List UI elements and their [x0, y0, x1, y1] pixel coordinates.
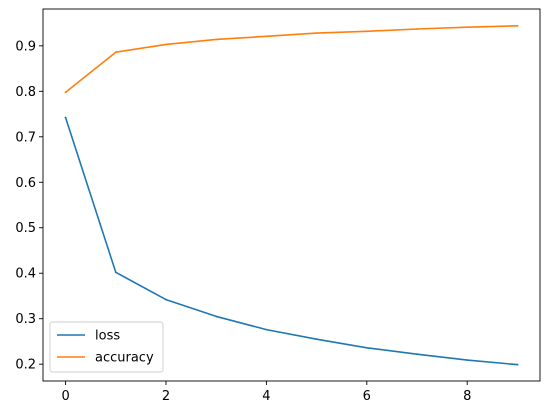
data-point-loss-4: [265, 328, 268, 331]
x-tick-label: 8: [463, 389, 471, 404]
y-tick-label: 0.2: [15, 358, 36, 373]
y-tick-label: 0.7: [15, 130, 36, 145]
plot-background: [43, 9, 540, 381]
x-tick-label: 4: [262, 389, 270, 404]
y-tick-label: 0.8: [15, 85, 36, 100]
data-point-accuracy-4: [265, 35, 268, 38]
series-line-accuracy: [64, 25, 519, 94]
data-point-loss-0: [64, 116, 67, 119]
data-point-accuracy-6: [365, 30, 368, 33]
data-point-accuracy-5: [315, 32, 318, 34]
series-group: [64, 24, 519, 366]
data-point-loss-2: [165, 298, 167, 301]
data-point-accuracy-8: [466, 26, 469, 29]
plot-area: [43, 9, 540, 381]
legend-label-accuracy: accuracy: [95, 351, 154, 366]
data-point-loss-1: [114, 271, 117, 274]
data-point-loss-3: [215, 315, 218, 318]
x-tick-label: 2: [162, 389, 170, 404]
data-point-accuracy-9: [516, 24, 519, 27]
data-point-loss-7: [416, 353, 418, 356]
data-point-accuracy-1: [114, 51, 117, 54]
data-point-loss-8: [466, 359, 469, 361]
y-tick-label: 0.6: [15, 176, 36, 191]
y-tick-label: 0.4: [15, 267, 36, 282]
data-point-loss-5: [315, 338, 318, 341]
x-tick-label: 6: [363, 389, 371, 404]
y-tick-label: 0.3: [15, 312, 36, 327]
legend-label-loss: loss: [95, 329, 120, 344]
y-tick-label: 0.5: [15, 221, 36, 236]
legend: loss accuracy: [49, 321, 164, 373]
data-point-loss-6: [365, 346, 368, 349]
data-point-accuracy-0: [64, 91, 67, 94]
data-point-loss-9: [516, 363, 519, 366]
series-line-loss: [64, 116, 519, 366]
data-point-accuracy-7: [416, 28, 418, 30]
data-point-accuracy-3: [215, 38, 218, 41]
axes-frame: [42, 8, 541, 382]
y-tick-label: 0.9: [15, 39, 36, 54]
x-tick-label: 0: [61, 389, 69, 404]
axes-group: 0 2 4 6 8 0.2 0.3 0.4 0.5 0.6 0.7 0.8 0.9: [15, 8, 541, 404]
data-point-accuracy-2: [165, 43, 167, 46]
